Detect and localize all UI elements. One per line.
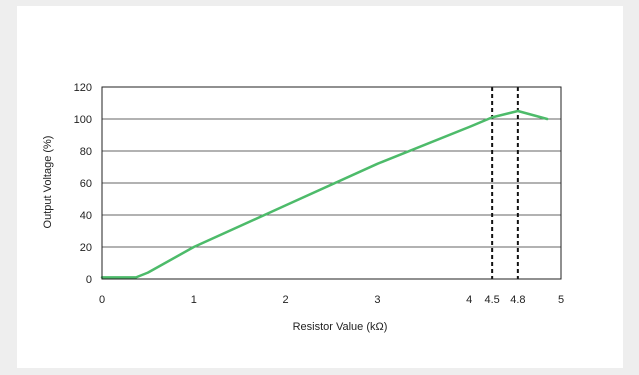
series-lines xyxy=(100,109,549,279)
x-tick-label-4-8: 4.8 xyxy=(510,294,525,306)
axes xyxy=(101,86,562,280)
x-axis-label: Resistor Value (kΩ) xyxy=(293,321,388,333)
x-tick-label-2: 2 xyxy=(283,294,289,306)
y-tick-label-80: 80 xyxy=(80,146,92,158)
y-tick-label-0: 0 xyxy=(86,274,92,286)
x-tick-label-0: 0 xyxy=(99,294,105,306)
x-tick-label-5: 5 xyxy=(558,294,564,306)
y-tick-label-120: 120 xyxy=(74,82,92,94)
reference-lines xyxy=(491,87,519,279)
y-tick-label-40: 40 xyxy=(80,210,92,222)
plot-border xyxy=(101,86,562,280)
chart-card xyxy=(17,6,623,368)
x-tick-label-4: 4 xyxy=(466,294,472,306)
x-tick-label-1: 1 xyxy=(191,294,197,306)
y-tick-label-20: 20 xyxy=(80,242,92,254)
y-tick-label-60: 60 xyxy=(80,178,92,190)
x-tick-label-3: 3 xyxy=(374,294,380,306)
x-tick-label-4-5: 4.5 xyxy=(485,294,500,306)
x-tick-labels: 0 1 2 3 4 4.5 4.8 5 xyxy=(99,294,564,306)
y-axis-label: Output Voltage (%) xyxy=(42,136,54,229)
series-line-1 xyxy=(100,109,549,279)
y-tick-labels: 0 20 40 60 80 100 120 xyxy=(74,82,92,286)
y-tick-label-100: 100 xyxy=(74,114,92,126)
